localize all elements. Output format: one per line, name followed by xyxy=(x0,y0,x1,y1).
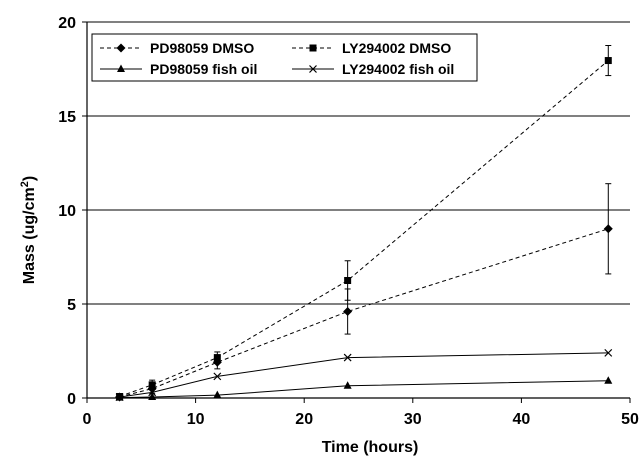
x-tick-label: 10 xyxy=(187,411,205,428)
legend-marker xyxy=(117,64,125,72)
data-point xyxy=(115,393,124,401)
x-marker-stroke xyxy=(309,65,317,73)
legend-item: PD98059 fish oil xyxy=(100,61,257,77)
data-point xyxy=(148,392,157,401)
legend-item: LY294002 DMSO xyxy=(292,40,451,56)
y-tick-label: 5 xyxy=(67,297,76,314)
y-axis-title-superscript: 2 xyxy=(19,181,31,187)
data-point xyxy=(344,277,352,284)
x-tick-label: 50 xyxy=(621,411,639,428)
series-4 xyxy=(115,348,613,401)
series-line xyxy=(119,228,609,398)
legend-marker xyxy=(309,65,317,73)
x-marker-stroke xyxy=(148,388,157,397)
data-point xyxy=(343,353,352,362)
x-tick-label: 20 xyxy=(295,411,313,428)
data-point xyxy=(343,307,353,317)
legend-label: LY294002 fish oil xyxy=(342,61,454,77)
legend: PD98059 DMSO LY294002 DMSO PD98059 fish oi… xyxy=(91,33,478,82)
legend-marker xyxy=(116,43,126,53)
legend-item: PD98059 DMSO xyxy=(100,40,254,56)
series-2 xyxy=(116,45,612,400)
x-marker-stroke xyxy=(604,348,613,357)
series-group xyxy=(115,45,613,402)
y-axis-title: Mass (ug/cm2) xyxy=(19,176,38,284)
legend-item: LY294002 fish oil xyxy=(292,61,454,77)
legend-marker xyxy=(309,44,317,52)
data-point xyxy=(604,57,612,65)
legend-label: LY294002 DMSO xyxy=(342,40,451,56)
x-marker-stroke xyxy=(343,353,352,362)
legend-box xyxy=(91,33,478,82)
y-tick-label: 0 xyxy=(67,391,76,408)
data-point xyxy=(604,348,613,357)
x-tick-label: 0 xyxy=(83,411,92,428)
data-point xyxy=(604,376,613,384)
data-point xyxy=(148,388,157,397)
x-axis-title: Time (hours) xyxy=(322,439,419,456)
data-point xyxy=(603,224,613,234)
y-tick-label: 20 xyxy=(58,15,76,32)
x-marker-stroke xyxy=(213,372,222,381)
legend-label: PD98059 fish oil xyxy=(150,61,257,77)
data-point xyxy=(213,354,221,362)
y-axis-title-tail: ) xyxy=(21,176,38,181)
legend-label: PD98059 DMSO xyxy=(150,40,254,56)
x-tick-label: 40 xyxy=(513,411,531,428)
y-tick-label: 15 xyxy=(58,109,76,126)
axes: 0 5 10 15 20 0 10 20 30 40 50 xyxy=(58,15,639,428)
gridlines xyxy=(87,21,630,305)
data-point xyxy=(148,381,156,389)
data-point xyxy=(213,390,222,399)
data-point xyxy=(343,381,352,389)
y-tick-label: 10 xyxy=(58,203,76,220)
y-axis-title-main: Mass (ug/cm xyxy=(21,187,38,284)
x-marker-stroke xyxy=(115,393,124,401)
x-tick-label: 30 xyxy=(404,411,422,428)
data-point xyxy=(213,372,222,381)
